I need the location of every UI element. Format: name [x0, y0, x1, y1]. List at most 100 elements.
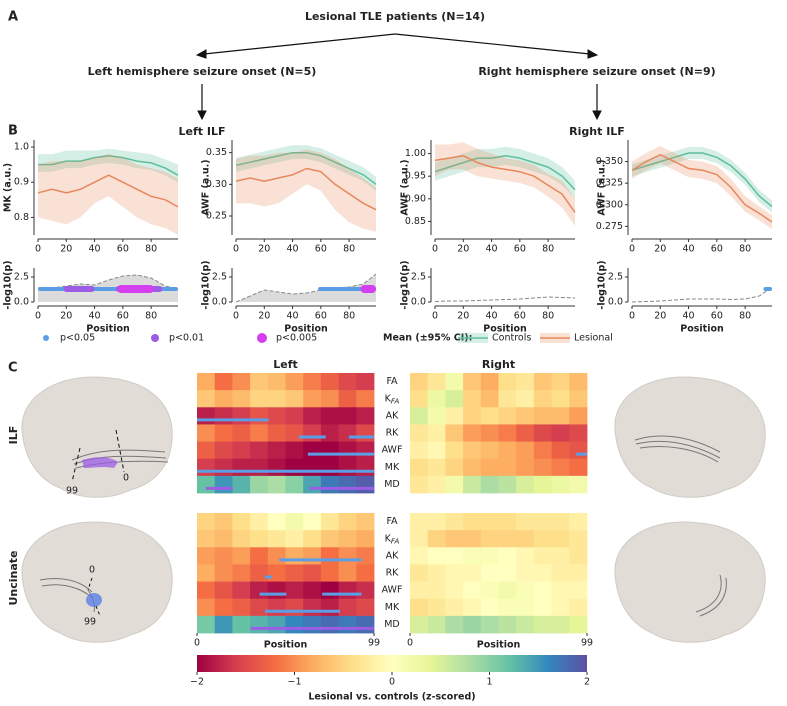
- heatmap-cell: [320, 581, 339, 600]
- heatmap-cell: [463, 458, 482, 477]
- heatmap-cell: [533, 390, 552, 408]
- legend-label: p<0.01: [169, 333, 204, 344]
- heatmap-cell: [516, 390, 535, 408]
- heatmap-cell: [267, 424, 286, 442]
- heatmap-cell: [410, 441, 429, 460]
- heatmap-cell: [427, 424, 446, 442]
- x-tick-label: 0: [35, 244, 41, 255]
- heatmap-cell: [498, 441, 517, 460]
- heatmap-cell: [285, 598, 304, 617]
- heatmap-cell: [214, 373, 233, 391]
- heatmap-cell: [516, 564, 535, 582]
- heatmap-cell: [569, 424, 588, 442]
- y-tick-label: 0.0: [411, 297, 426, 308]
- heatmap-cell: [250, 547, 269, 565]
- heatmap-cell: [285, 458, 304, 477]
- heatmap-cell: [410, 407, 429, 425]
- x-tick-label: 99: [581, 638, 593, 649]
- y-tick-label: 0.90: [405, 193, 426, 204]
- heatmap-cell: [303, 547, 322, 565]
- row-label: AWF: [382, 585, 403, 596]
- heatmap-cell: [232, 615, 251, 634]
- heatmap-cell: [516, 475, 535, 494]
- cohort-title: Lesional TLE patients (N=14): [305, 10, 485, 23]
- x-tick-label: 0: [233, 244, 239, 255]
- y-axis-label: -log10(p): [3, 260, 14, 309]
- heatmap-cell: [445, 581, 464, 600]
- heatmap-cell: [250, 407, 269, 425]
- heatmap-cell: [498, 615, 517, 634]
- heatmap-cell: [250, 598, 269, 617]
- heatmap-cell: [303, 424, 322, 442]
- ci-band: [38, 154, 178, 235]
- heatmap-cell: [214, 598, 233, 617]
- x-tick-label: 0: [233, 311, 239, 322]
- heatmap-cell: [320, 547, 339, 565]
- heatmap-cell: [250, 424, 269, 442]
- heatmap-cell: [463, 547, 482, 565]
- heatmap-cell: [338, 424, 357, 442]
- heatmap-cell: [445, 458, 464, 477]
- heatmap-cell: [463, 475, 482, 494]
- legend-label: p<0.005: [276, 333, 317, 344]
- heatmap-cell: [232, 424, 251, 442]
- legend-label: Lesional: [574, 333, 613, 344]
- y-axis-label: AWF (a.u.): [201, 159, 212, 215]
- heatmap-cell: [356, 441, 375, 460]
- heatmap-cell: [480, 458, 499, 477]
- x-tick-label: 80: [145, 244, 157, 255]
- ci-band: [236, 149, 376, 232]
- row-label: AK: [386, 410, 399, 421]
- heatmap-cell: [533, 373, 552, 391]
- significance-segment: [117, 285, 154, 293]
- series-line: [434, 155, 576, 191]
- row-label: MK: [385, 462, 400, 473]
- heatmap-cell: [320, 373, 339, 391]
- heatmap-cell: [285, 547, 304, 565]
- legend-label: Controls: [492, 333, 531, 344]
- heatmap-cell: [445, 373, 464, 391]
- y-axis-label: -log10(p): [201, 260, 212, 309]
- row-label-sub: FA: [391, 398, 400, 406]
- heatmap-cell: [498, 547, 517, 565]
- x-tick-label: 80: [739, 311, 751, 322]
- series-line: [631, 153, 773, 223]
- series-line: [434, 296, 576, 302]
- row-label-sub: FA: [391, 538, 400, 546]
- y-tick-label: 0.9: [14, 177, 29, 188]
- legend-marker: [257, 333, 267, 343]
- y-tick-label: 0.275: [596, 221, 623, 232]
- heatmap-cell: [338, 475, 357, 494]
- heatmap-cell: [498, 475, 517, 494]
- heatmap-cell: [285, 564, 304, 582]
- heatmap-cell: [480, 475, 499, 494]
- heatmap-cell: [356, 424, 375, 442]
- heatmap-cell: [197, 530, 216, 548]
- x-tick-label: 20: [60, 244, 72, 255]
- x-axis-label: Position: [680, 324, 724, 335]
- heatmap-cell: [320, 598, 339, 617]
- significance-segment: [763, 287, 772, 291]
- heatmap-cell: [285, 441, 304, 460]
- series-line: [434, 155, 576, 213]
- y-tick-label: 0.35: [206, 147, 227, 158]
- x-tick-label: 80: [739, 244, 751, 255]
- heatmap-cell: [320, 407, 339, 425]
- heatmap-cell: [533, 615, 552, 634]
- ci-band: [38, 148, 178, 183]
- heatmap-cell: [427, 458, 446, 477]
- heatmap-cell: [551, 581, 570, 600]
- heatmap-cell: [410, 598, 429, 617]
- heatmap-cell: [303, 530, 322, 548]
- x-tick-label: 80: [145, 311, 157, 322]
- heatmap-cell: [551, 513, 570, 531]
- heatmap-cell: [197, 441, 216, 460]
- heatmap-cell: [285, 424, 304, 442]
- heatmap-cell: [480, 547, 499, 565]
- heatmap-cell: [197, 390, 216, 408]
- heatmap-cell: [410, 458, 429, 477]
- heatmap-cell: [250, 373, 269, 391]
- heatmap-cell: [214, 424, 233, 442]
- x-tick-label: 40: [89, 311, 101, 322]
